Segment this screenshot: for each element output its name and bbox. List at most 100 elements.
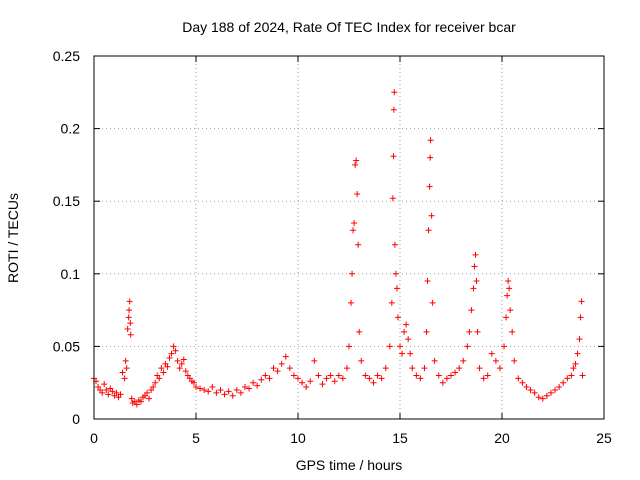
data-point xyxy=(274,368,281,375)
data-point xyxy=(464,343,471,350)
data-point xyxy=(146,395,153,402)
data-point xyxy=(346,343,352,350)
data-point xyxy=(501,343,508,350)
data-point xyxy=(246,385,253,392)
data-point xyxy=(225,388,232,395)
data-point xyxy=(480,375,487,382)
data-point xyxy=(123,365,130,372)
data-point xyxy=(535,394,542,401)
data-point xyxy=(295,375,301,382)
data-point xyxy=(180,356,187,363)
data-point xyxy=(109,388,116,395)
x-tick-label: 25 xyxy=(596,430,612,446)
data-point xyxy=(382,365,389,372)
data-point xyxy=(370,379,377,386)
data-point xyxy=(170,343,177,350)
data-point xyxy=(124,325,131,332)
data-point xyxy=(505,278,512,285)
data-point xyxy=(578,298,585,305)
data-point xyxy=(352,161,359,168)
data-points xyxy=(91,89,586,408)
data-point xyxy=(421,365,428,372)
data-point xyxy=(452,369,459,376)
data-point xyxy=(172,347,179,354)
data-point xyxy=(133,401,140,408)
data-point xyxy=(405,336,412,343)
data-point xyxy=(466,328,473,335)
data-point xyxy=(331,378,338,385)
data-point xyxy=(137,398,144,405)
y-tick-label: 0.1 xyxy=(61,266,81,282)
data-point xyxy=(311,357,318,364)
data-point xyxy=(164,363,171,370)
data-point xyxy=(122,357,129,364)
data-point xyxy=(221,391,228,398)
data-point xyxy=(470,285,477,292)
y-tick-label: 0.25 xyxy=(53,48,80,64)
data-point xyxy=(229,392,236,399)
data-point xyxy=(564,375,571,382)
data-point xyxy=(425,227,432,234)
data-point xyxy=(103,386,110,393)
data-point xyxy=(378,375,385,382)
x-axis-label: GPS time / hours xyxy=(296,457,403,473)
data-point xyxy=(258,376,265,383)
plot-frame xyxy=(93,55,605,420)
data-point xyxy=(426,183,433,190)
x-tick-label: 15 xyxy=(392,430,408,446)
data-point xyxy=(262,372,269,379)
data-point xyxy=(492,357,499,364)
grid-lines xyxy=(94,56,604,419)
axis-ticks: 0 5 10 15 20 25 0 0.05 0.1 0.15 0.2 0.25 xyxy=(53,48,612,446)
data-point xyxy=(156,375,163,382)
data-point xyxy=(429,299,436,306)
data-point xyxy=(127,320,134,327)
data-point xyxy=(515,375,522,382)
data-point xyxy=(241,384,248,391)
data-point xyxy=(399,350,406,357)
data-point xyxy=(299,379,306,386)
data-point xyxy=(178,360,185,367)
data-point xyxy=(176,365,183,372)
data-point xyxy=(389,195,396,202)
data-point xyxy=(150,384,157,391)
data-point xyxy=(101,381,108,388)
data-point xyxy=(543,392,550,399)
data-point xyxy=(201,386,208,393)
x-tick-label: 0 xyxy=(90,430,98,446)
data-point xyxy=(391,241,398,248)
data-point xyxy=(278,360,285,367)
data-point xyxy=(282,353,289,360)
data-point xyxy=(427,137,434,144)
data-point xyxy=(237,389,244,396)
data-point xyxy=(572,360,579,367)
data-point xyxy=(356,328,363,335)
data-point xyxy=(362,372,369,379)
data-point xyxy=(474,328,481,335)
y-axis-label: ROTI / TECUs xyxy=(5,193,21,283)
data-point xyxy=(335,372,342,379)
data-point xyxy=(392,270,399,277)
data-point xyxy=(374,372,381,379)
data-point xyxy=(473,278,480,285)
data-point xyxy=(417,375,424,382)
data-point xyxy=(560,379,567,386)
data-point xyxy=(160,369,167,376)
y-tick-label: 0 xyxy=(72,411,80,427)
data-point xyxy=(205,388,212,395)
data-point xyxy=(579,372,586,379)
data-point xyxy=(568,372,575,379)
y-tick-label: 0.2 xyxy=(61,121,81,137)
data-point xyxy=(472,251,479,258)
data-point xyxy=(539,395,546,402)
data-point xyxy=(126,298,133,305)
data-point xyxy=(327,372,334,379)
data-point xyxy=(174,357,181,364)
data-point xyxy=(119,369,126,376)
data-point xyxy=(354,190,361,197)
data-point xyxy=(339,375,346,382)
data-point xyxy=(503,314,510,321)
data-point xyxy=(121,375,128,382)
data-point xyxy=(182,368,189,375)
data-point xyxy=(448,372,454,379)
